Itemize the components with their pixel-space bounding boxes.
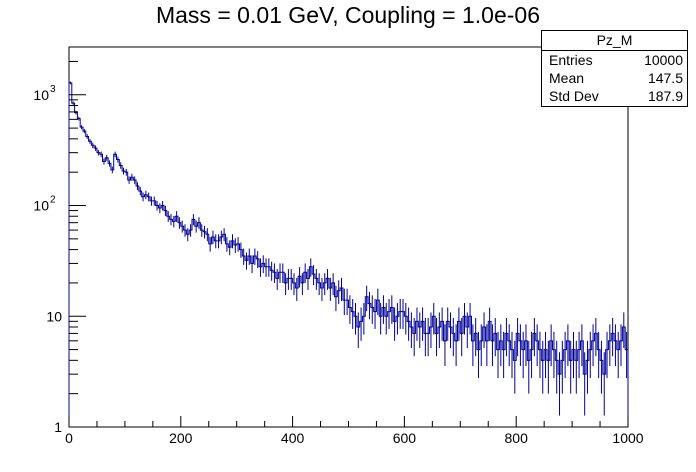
y-tick-exponent: 2 xyxy=(50,195,56,206)
histogram-line xyxy=(68,82,629,427)
y-tick-label: 10 xyxy=(33,87,49,103)
x-tick-label: 200 xyxy=(169,430,193,446)
stats-value: 147.5 xyxy=(647,70,683,86)
error-bars xyxy=(69,81,628,416)
stats-label: Mean xyxy=(549,70,585,86)
stats-row-entries: Entries 10000 xyxy=(542,51,687,69)
stats-name: Pz_M xyxy=(542,31,687,51)
stats-box: Pz_M Entries 10000 Mean 147.5 Std Dev 18… xyxy=(541,30,688,107)
stats-row-stddev: Std Dev 187.9 xyxy=(542,87,687,105)
stats-label: Entries xyxy=(549,52,593,68)
x-tick-label: 600 xyxy=(393,430,417,446)
x-tick-label: 1000 xyxy=(612,430,643,446)
x-tick-label: 400 xyxy=(281,430,305,446)
stats-label: Std Dev xyxy=(549,88,599,104)
y-tick-exponent: 3 xyxy=(50,84,56,95)
x-axis: 0 200 400 600 800 1000 xyxy=(65,416,644,446)
y-tick-label: 10 xyxy=(33,198,49,214)
x-tick-label: 0 xyxy=(65,430,73,446)
chart-title: Mass = 0.01 GeV, Coupling = 1.0e-06 xyxy=(155,2,540,28)
stats-value: 10000 xyxy=(644,52,683,68)
y-tick-label: 1 xyxy=(54,419,62,435)
stats-row-mean: Mean 147.5 xyxy=(542,69,687,87)
stats-value: 187.9 xyxy=(647,88,683,104)
x-tick-label: 800 xyxy=(505,430,529,446)
y-tick-label: 10 xyxy=(46,308,62,324)
